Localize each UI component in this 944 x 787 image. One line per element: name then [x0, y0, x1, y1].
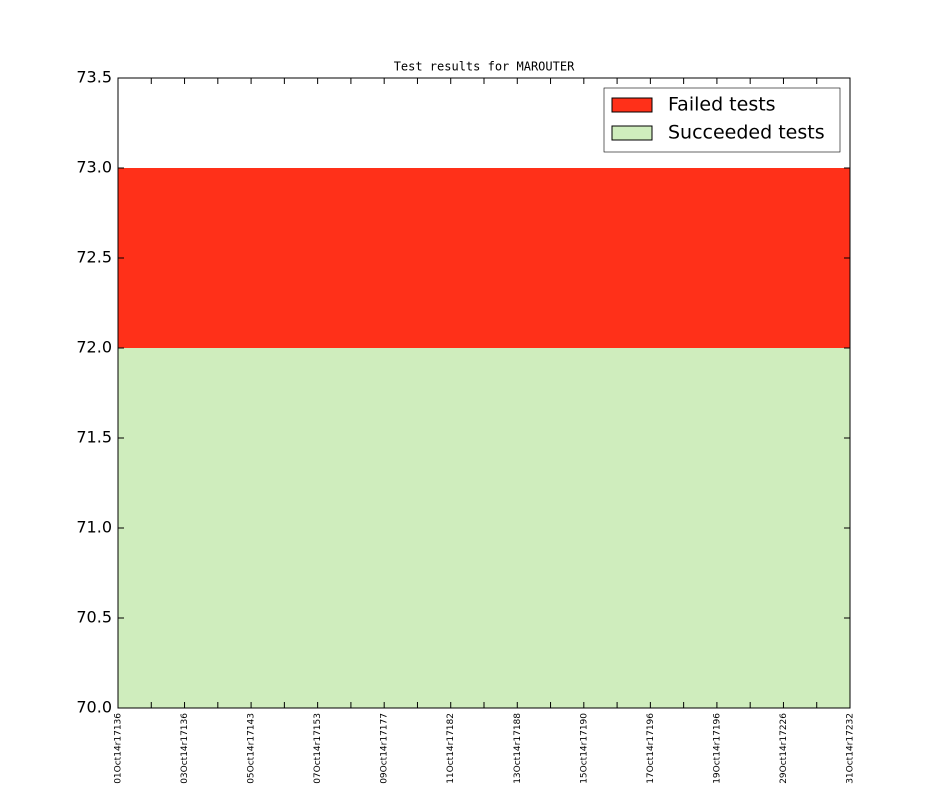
y-tick-label: 70.5: [76, 608, 112, 627]
y-tick-label: 72.0: [76, 338, 112, 357]
x-tick-label: 13Oct14r17188: [513, 713, 523, 784]
x-tick-label: 01Oct14r17136: [114, 713, 124, 784]
area: [118, 168, 850, 348]
y-tick-label: 70.0: [76, 698, 112, 717]
y-tick-label: 71.0: [76, 518, 112, 537]
x-tick-label: 29Oct14r17226: [779, 713, 789, 784]
x-tick-label: 09Oct14r17177: [380, 713, 390, 784]
x-tick-label: 31Oct14r17232: [846, 713, 856, 784]
area: [118, 348, 850, 708]
x-tick-label: 17Oct14r17196: [646, 713, 656, 784]
legend-swatch: [611, 97, 653, 113]
x-tick-label: 19Oct14r17196: [712, 713, 722, 784]
x-tick-label: 07Oct14r17153: [313, 713, 323, 784]
y-tick-label: 73.5: [76, 68, 112, 87]
y-tick-label: 72.5: [76, 248, 112, 267]
x-tick-label: 11Oct14r17182: [446, 713, 456, 784]
x-tick-label: 15Oct14r17190: [579, 713, 589, 784]
legend-label: Succeeded tests: [668, 122, 825, 144]
x-tick-label: 05Oct14r17143: [247, 713, 257, 784]
x-tick-label: 03Oct14r17136: [180, 713, 190, 784]
legend: Failed tests Succeeded tests: [603, 87, 841, 153]
legend-label: Failed tests: [668, 94, 776, 116]
chart-title: Test results for MAROUTER: [394, 60, 575, 74]
legend-swatch: [611, 125, 653, 141]
y-tick-label: 73.0: [76, 158, 112, 177]
y-tick-label: 71.5: [76, 428, 112, 447]
